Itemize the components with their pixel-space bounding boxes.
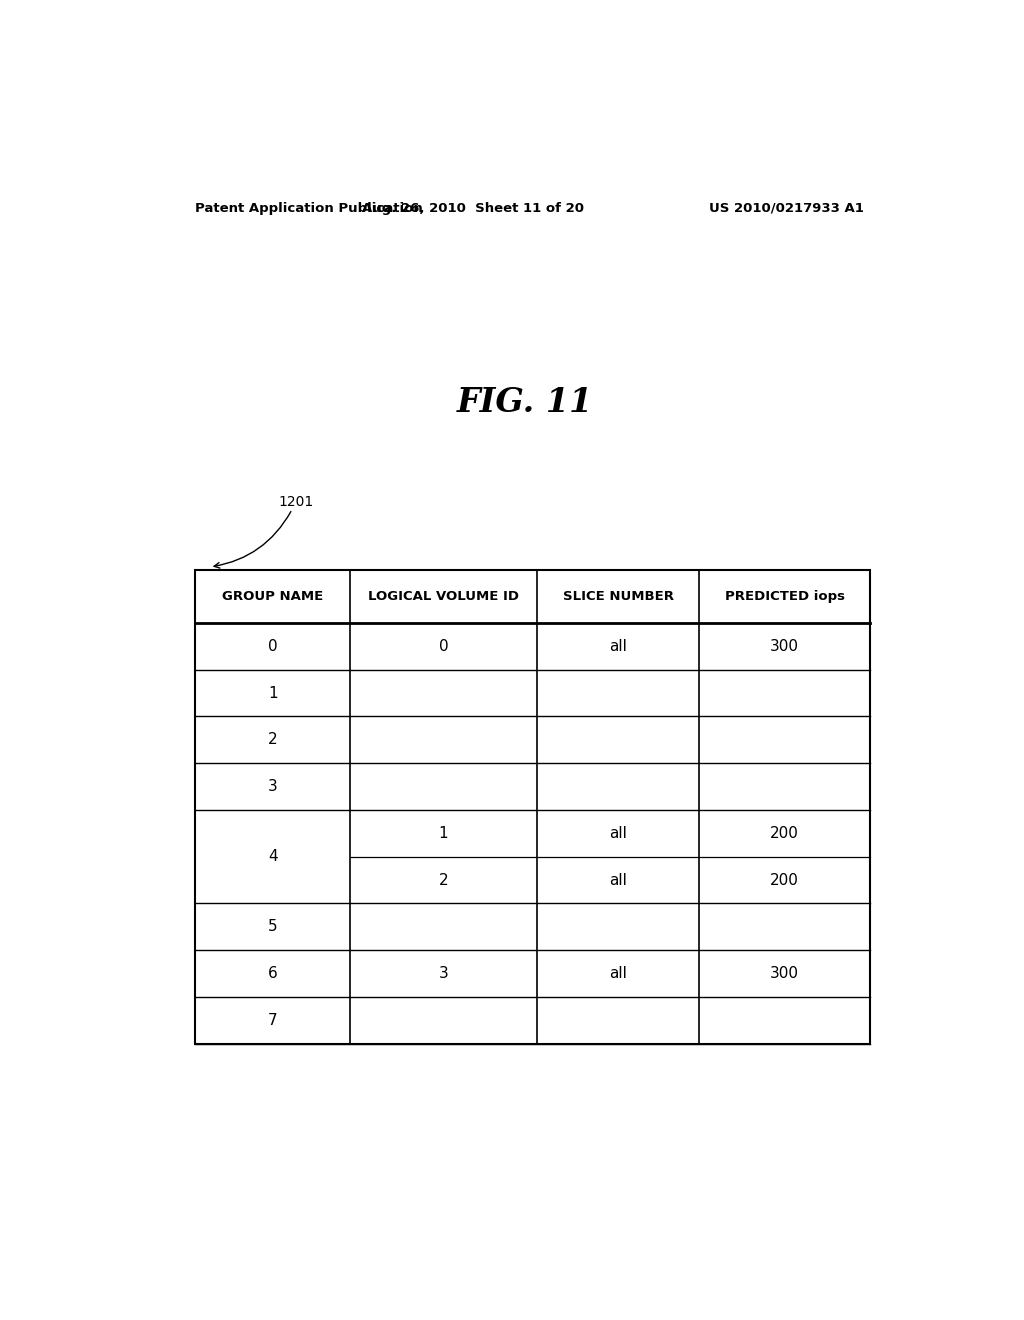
Text: LOGICAL VOLUME ID: LOGICAL VOLUME ID (368, 590, 519, 603)
Text: 1201: 1201 (279, 495, 314, 510)
Text: 200: 200 (770, 826, 799, 841)
Text: 3: 3 (438, 966, 449, 981)
Text: 6: 6 (268, 966, 278, 981)
Text: 1: 1 (438, 826, 449, 841)
Text: 4: 4 (268, 849, 278, 865)
Bar (196, 570, 870, 1044)
Text: FIG. 11: FIG. 11 (457, 385, 593, 418)
Text: 1: 1 (268, 685, 278, 701)
Text: all: all (609, 873, 627, 887)
Text: 2: 2 (268, 733, 278, 747)
Text: Patent Application Publication: Patent Application Publication (196, 202, 423, 215)
Text: 3: 3 (268, 779, 278, 795)
Text: 200: 200 (770, 873, 799, 887)
Text: SLICE NUMBER: SLICE NUMBER (562, 590, 674, 603)
Text: PREDICTED iops: PREDICTED iops (725, 590, 845, 603)
Text: GROUP NAME: GROUP NAME (222, 590, 324, 603)
Text: 7: 7 (268, 1012, 278, 1028)
Text: 0: 0 (268, 639, 278, 653)
Text: 5: 5 (268, 919, 278, 935)
Text: all: all (609, 639, 627, 653)
Text: Aug. 26, 2010  Sheet 11 of 20: Aug. 26, 2010 Sheet 11 of 20 (362, 202, 585, 215)
Text: all: all (609, 966, 627, 981)
Text: 0: 0 (438, 639, 449, 653)
Text: 2: 2 (438, 873, 449, 887)
Text: 300: 300 (770, 639, 799, 653)
Text: all: all (609, 826, 627, 841)
Text: US 2010/0217933 A1: US 2010/0217933 A1 (710, 202, 864, 215)
Text: 300: 300 (770, 966, 799, 981)
